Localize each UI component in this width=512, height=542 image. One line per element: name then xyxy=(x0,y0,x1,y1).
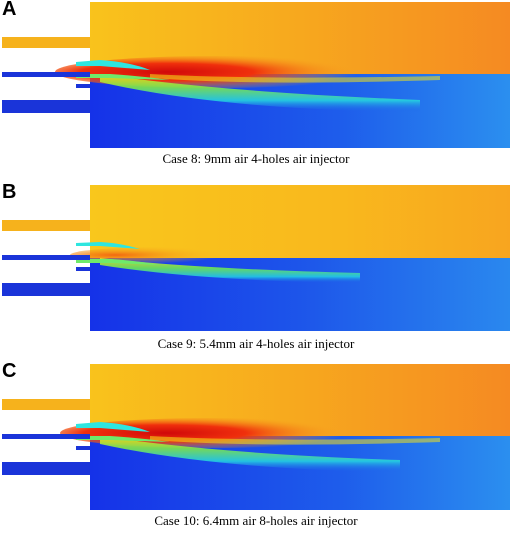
oxidizer-inlet-pipe xyxy=(2,100,90,113)
oxidizer-inlet-pipe xyxy=(2,283,90,296)
caption: Case 9: 5.4mm air 4-holes air injector xyxy=(157,336,355,351)
air-inlet-pipe xyxy=(2,255,90,260)
air-inlet-pipe xyxy=(2,434,90,439)
panel-b: B xyxy=(0,181,512,363)
flow-contour-image xyxy=(2,2,510,148)
air-inlet-pipe xyxy=(2,72,90,77)
panel-label: C xyxy=(2,360,17,382)
flow-contour-image xyxy=(2,185,510,331)
caption: Case 10: 6.4mm air 8-holes air injector xyxy=(154,513,358,528)
panel-label: B xyxy=(2,181,17,203)
oxidizer-inlet-pipe xyxy=(2,462,90,475)
fuel-inlet-pipe xyxy=(2,399,90,410)
fuel-inlet-pipe xyxy=(2,37,90,48)
panel-a: A xyxy=(0,0,512,180)
fuel-inlet-pipe xyxy=(2,220,90,231)
flow-contour-image xyxy=(2,364,510,510)
caption: Case 8: 9mm air 4-holes air injector xyxy=(162,151,350,166)
panel-label: A xyxy=(2,0,17,20)
panel-c: C xyxy=(0,360,512,542)
